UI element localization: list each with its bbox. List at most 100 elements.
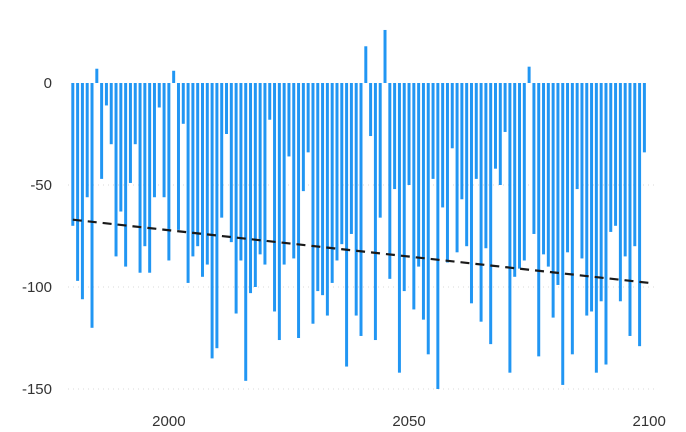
bar <box>455 83 459 253</box>
x-axis-tick-labels: 2000 2050 2100 <box>152 413 666 430</box>
bar <box>441 83 445 208</box>
bar <box>551 83 555 318</box>
bar <box>628 83 632 336</box>
bar <box>90 83 94 328</box>
bar <box>537 83 541 357</box>
bar <box>330 83 334 283</box>
bar <box>273 83 277 312</box>
bar <box>585 83 589 316</box>
x-tick-label: 2100 <box>633 413 666 430</box>
trend-line <box>72 218 650 285</box>
bar <box>359 83 363 336</box>
bar <box>402 83 406 292</box>
bar <box>397 83 401 373</box>
bar <box>373 83 377 341</box>
bar <box>104 83 108 106</box>
bar <box>325 83 329 316</box>
bar <box>465 83 469 247</box>
bar <box>527 66 531 83</box>
bar <box>522 83 526 261</box>
bar <box>263 83 267 265</box>
bar <box>580 83 584 259</box>
bar <box>176 83 180 230</box>
y-tick-label: -150 <box>22 381 52 398</box>
bar <box>508 83 512 373</box>
bar <box>229 83 233 243</box>
bar <box>590 83 594 312</box>
bar <box>532 83 536 234</box>
bar <box>119 83 123 212</box>
bar <box>609 83 613 232</box>
bar <box>162 83 166 198</box>
bar <box>546 83 550 267</box>
bar <box>604 83 608 365</box>
bar <box>80 83 84 300</box>
bar <box>191 83 195 257</box>
bar <box>239 83 243 261</box>
bar <box>287 83 291 157</box>
bar <box>215 83 219 349</box>
bar <box>436 83 440 389</box>
x-tick-label: 2000 <box>152 413 185 430</box>
bar <box>167 83 171 261</box>
bar <box>503 83 507 132</box>
bar <box>76 83 80 281</box>
bar <box>594 83 598 373</box>
bar <box>124 83 128 267</box>
bar <box>518 83 521 269</box>
bar <box>220 83 224 218</box>
bar <box>311 83 315 324</box>
bar <box>181 83 185 124</box>
bar <box>143 83 147 247</box>
bar <box>354 83 358 316</box>
bar <box>570 83 574 355</box>
bar <box>225 83 228 134</box>
bar <box>316 83 320 292</box>
bar <box>100 83 104 179</box>
bar <box>71 83 75 226</box>
bar <box>196 83 200 247</box>
bar <box>306 83 310 153</box>
bar <box>345 83 349 367</box>
bar <box>234 83 238 314</box>
bar <box>244 83 248 381</box>
bar <box>210 83 214 359</box>
bar <box>335 83 339 261</box>
bar <box>479 83 483 322</box>
bar <box>474 83 478 179</box>
y-tick-label: 0 <box>44 75 52 92</box>
bar <box>513 83 517 277</box>
bar <box>321 83 325 296</box>
bar <box>148 83 152 273</box>
bar <box>450 83 454 149</box>
bar <box>599 83 603 302</box>
bar <box>364 46 368 83</box>
x-tick-label: 2050 <box>392 413 425 430</box>
bar <box>498 83 502 185</box>
bar <box>378 83 382 218</box>
bar <box>638 83 642 347</box>
bar <box>489 83 493 345</box>
bar <box>109 83 113 145</box>
bar <box>201 83 204 277</box>
bar <box>421 83 425 320</box>
bar <box>460 83 464 200</box>
bar <box>205 83 209 265</box>
bar <box>114 83 118 257</box>
bar <box>383 29 387 83</box>
bar <box>445 83 449 263</box>
bar <box>258 83 262 255</box>
bar <box>249 83 253 294</box>
bar <box>253 83 257 287</box>
bar <box>417 83 421 267</box>
bar <box>186 83 190 283</box>
bar <box>85 83 89 198</box>
bar <box>268 83 272 120</box>
bar <box>292 83 296 259</box>
bar <box>484 83 488 249</box>
y-axis-tick-labels: 0 -50 -100 -150 <box>22 75 52 398</box>
bar <box>566 83 570 253</box>
bar <box>556 83 560 285</box>
y-tick-label: -100 <box>22 279 52 296</box>
